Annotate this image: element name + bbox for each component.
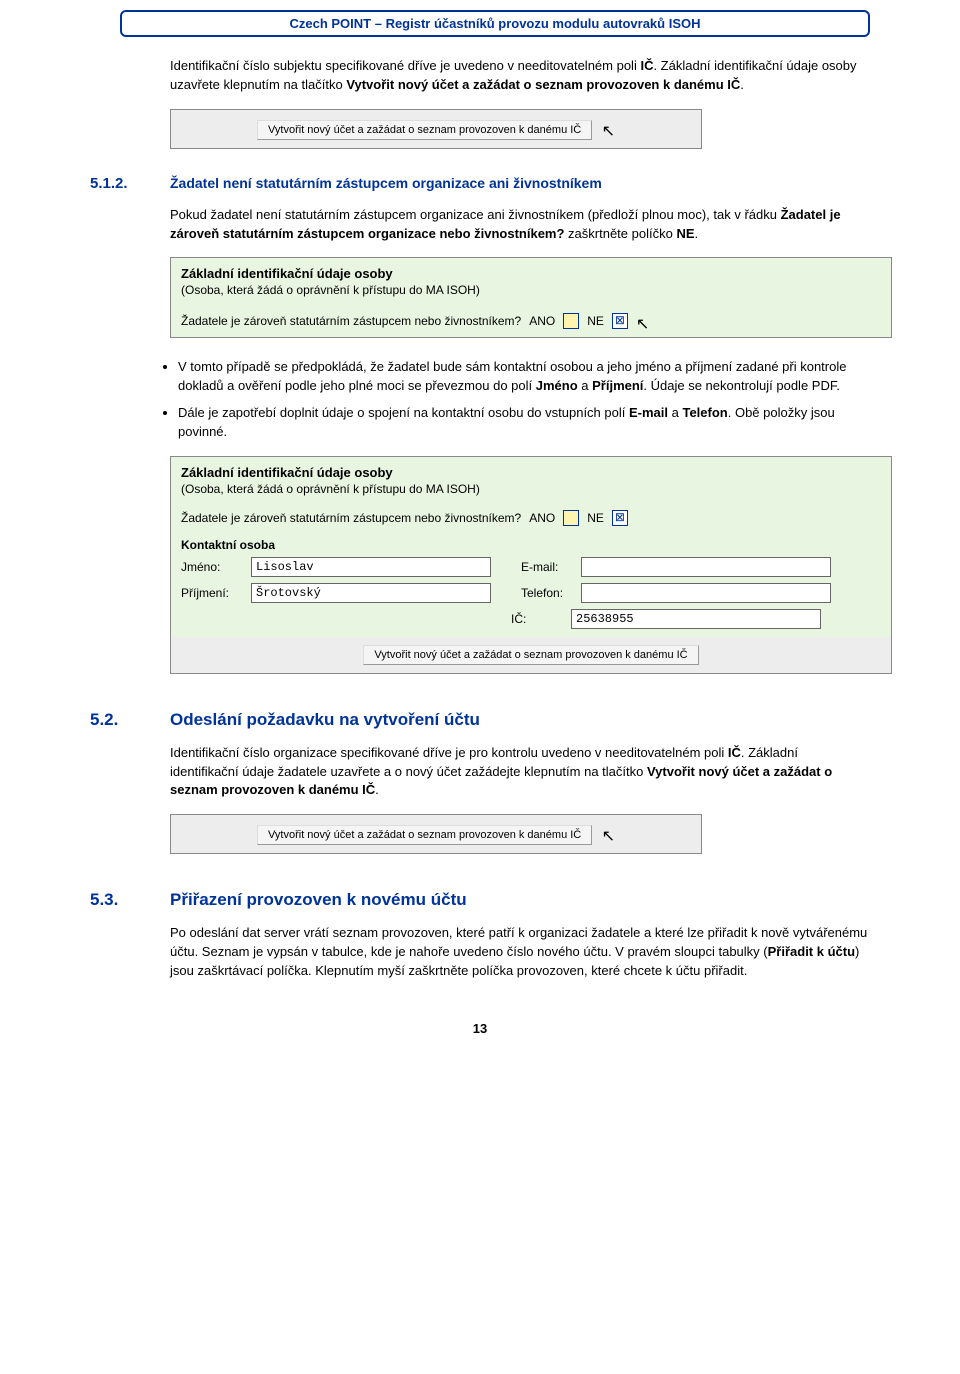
cursor-icon: ↖ <box>602 121 615 141</box>
section-title-53: Přiřazení provozoven k novému účtu <box>170 890 467 910</box>
telefon-label: Telefon: <box>521 586 581 600</box>
checkbox-ano-2 <box>563 510 579 526</box>
form1-subtitle: (Osoba, která žádá o oprávnění k přístup… <box>171 283 891 305</box>
page-header: Czech POINT – Registr účastníků provozu … <box>120 10 870 37</box>
s52-paragraph: Identifikační číslo organizace specifiko… <box>170 744 870 801</box>
form2-question-line: Žadatele je zároveň statutárním zástupce… <box>171 504 891 532</box>
telefon-input <box>581 583 831 603</box>
ic-label: IČ: <box>511 612 571 626</box>
cursor-icon: ↖ <box>636 314 649 334</box>
form1-title: Základní identifikační údaje osoby <box>171 258 891 283</box>
header-text: Czech POINT – Registr účastníků provozu … <box>289 16 700 31</box>
section-number-512: 5.1.2. <box>90 175 170 192</box>
jmeno-label: Jméno: <box>181 560 251 574</box>
screenshot-form-1: Základní identifikační údaje osoby (Osob… <box>170 257 892 338</box>
screenshot-button-1: Vytvořit nový účet a zažádat o seznam pr… <box>170 109 702 149</box>
intro-paragraph: Identifikační číslo subjektu specifikova… <box>170 57 870 95</box>
checkbox-ano <box>563 313 579 329</box>
form2-title: Základní identifikační údaje osoby <box>171 457 891 482</box>
form2-subtitle: (Osoba, která žádá o oprávnění k přístup… <box>171 482 891 504</box>
bullet-list-1: V tomto případě se předpokládá, že žadat… <box>160 358 870 441</box>
s512-paragraph: Pokud žadatel není statutárním zástupcem… <box>170 206 870 244</box>
form2-subheading: Kontaktní osoba <box>171 532 891 554</box>
section-title-512: Žadatel není statutárním zástupcem organ… <box>170 175 602 191</box>
checkbox-ne: ⊠ <box>612 313 628 329</box>
form1-question-line: Žadatele je zároveň statutárním zástupce… <box>171 305 891 337</box>
create-account-button-3: Vytvořit nový účet a zažádat o seznam pr… <box>257 825 592 845</box>
email-input <box>581 557 831 577</box>
section-number-52: 5.2. <box>90 710 170 730</box>
section-number-53: 5.3. <box>90 890 170 910</box>
section-title-52: Odeslání požadavku na vytvoření účtu <box>170 710 480 730</box>
jmeno-input: Lisoslav <box>251 557 491 577</box>
prijmeni-input: Šrotovský <box>251 583 491 603</box>
screenshot-form-2: Základní identifikační údaje osoby (Osob… <box>170 456 892 674</box>
screenshot-button-3: Vytvořit nový účet a zažádat o seznam pr… <box>170 814 702 854</box>
ic-input: 25638955 <box>571 609 821 629</box>
checkbox-ne-2: ⊠ <box>612 510 628 526</box>
list-item: V tomto případě se předpokládá, že žadat… <box>178 358 870 396</box>
cursor-icon: ↖ <box>602 826 615 846</box>
page-number: 13 <box>90 1021 870 1036</box>
email-label: E-mail: <box>521 560 581 574</box>
s53-paragraph: Po odeslání dat server vrátí seznam prov… <box>170 924 870 981</box>
create-account-button: Vytvořit nový účet a zažádat o seznam pr… <box>257 120 592 140</box>
prijmeni-label: Příjmení: <box>181 586 251 600</box>
create-account-button-2: Vytvořit nový účet a zažádat o seznam pr… <box>363 645 698 665</box>
list-item: Dále je zapotřebí doplnit údaje o spojen… <box>178 404 870 442</box>
